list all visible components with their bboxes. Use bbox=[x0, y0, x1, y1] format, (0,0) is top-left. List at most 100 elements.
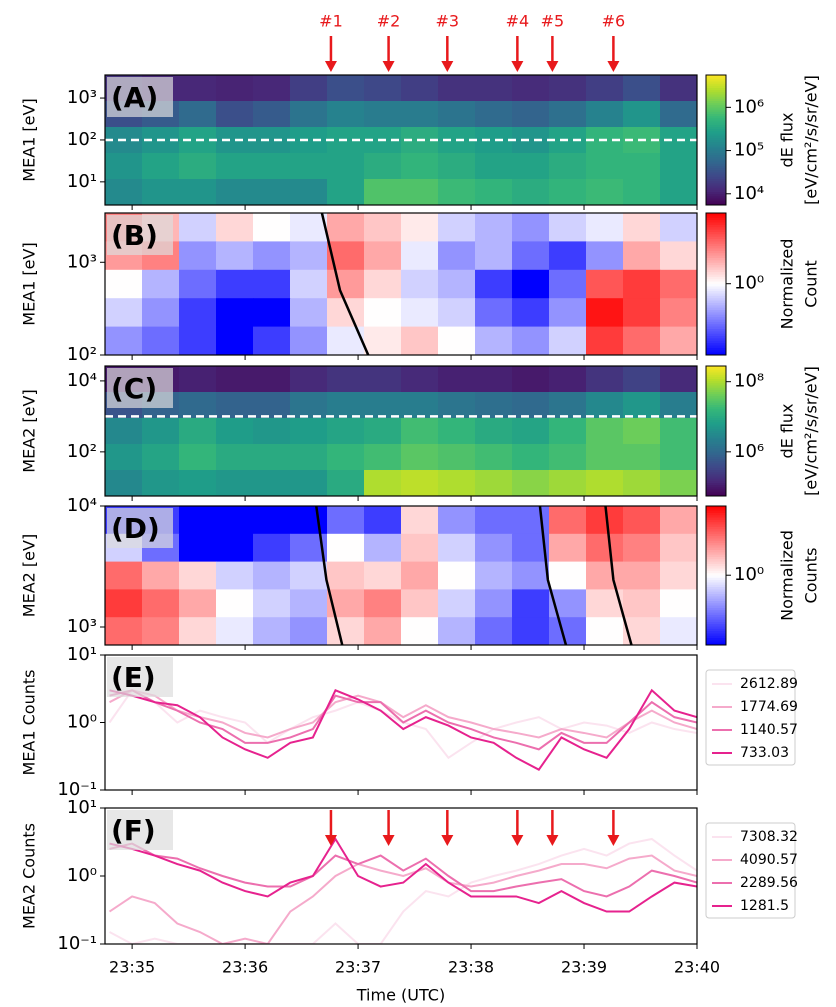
colorbar-segment bbox=[706, 411, 726, 415]
heatmap-cell bbox=[142, 179, 180, 205]
colorbar-segment bbox=[706, 109, 726, 113]
colorbar-segment bbox=[706, 374, 726, 378]
panel-label: (D) bbox=[111, 512, 160, 545]
colorbar-segment bbox=[706, 533, 726, 537]
heatmap-cell bbox=[216, 101, 254, 128]
colorbar-segment bbox=[706, 614, 726, 618]
heatmap-cell bbox=[623, 561, 661, 590]
colorbar-tick-label: 10⁵ bbox=[734, 140, 764, 161]
colorbar-segment bbox=[706, 324, 726, 328]
colorbar-segment bbox=[706, 385, 726, 389]
event-label: #1 bbox=[319, 12, 343, 31]
event-arrow-head bbox=[511, 835, 524, 846]
heatmap-cell bbox=[623, 179, 661, 205]
y-axis-label: MEA2 Counts bbox=[20, 823, 39, 929]
heatmap-cell bbox=[216, 444, 254, 471]
colorbar-segment bbox=[706, 508, 726, 512]
colorbar-segment bbox=[706, 461, 726, 464]
colorbar-segment bbox=[706, 441, 726, 445]
heatmap-cell bbox=[105, 179, 143, 205]
heatmap-cell bbox=[623, 506, 661, 535]
heatmap-cell bbox=[549, 269, 587, 299]
x-tick-label: 23:39 bbox=[561, 958, 607, 977]
heatmap-cell bbox=[623, 298, 661, 328]
heatmap-cell bbox=[549, 506, 587, 535]
heatmap-cell bbox=[216, 269, 254, 299]
heatmap-cell bbox=[401, 506, 439, 535]
heatmap-cell bbox=[142, 153, 180, 180]
colorbar-frame bbox=[705, 365, 727, 497]
heatmap-cell bbox=[623, 418, 661, 445]
colorbar-segment bbox=[706, 133, 726, 137]
heatmap-cell bbox=[660, 179, 697, 205]
legend-label: 2612.89 bbox=[740, 676, 798, 692]
colorbar-segment bbox=[706, 229, 726, 233]
heatmap-cell bbox=[623, 241, 661, 271]
colorbar-tick-label: 10⁰ bbox=[734, 564, 764, 585]
heatmap-cell bbox=[364, 418, 402, 445]
heatmap-cell bbox=[327, 179, 365, 205]
legend-label: 1774.69 bbox=[740, 699, 798, 715]
colorbar-segment bbox=[706, 265, 726, 268]
colorbar-segment bbox=[706, 153, 726, 156]
colorbar-segment bbox=[706, 580, 726, 583]
colorbar-segment bbox=[706, 343, 726, 347]
colorbar-segment bbox=[706, 293, 726, 297]
heatmap-cell bbox=[105, 326, 143, 355]
colorbar-segment bbox=[706, 424, 726, 428]
colorbar-segment bbox=[706, 543, 726, 546]
colorbar-segment bbox=[706, 402, 726, 406]
heatmap-cell bbox=[475, 392, 513, 419]
heatmap-cell bbox=[327, 533, 365, 563]
colorbar-label: [eV/cm²/s/sr/eV] bbox=[802, 75, 821, 205]
colorbar-segment bbox=[706, 155, 726, 158]
heatmap-cell bbox=[142, 269, 180, 299]
colorbar-segment bbox=[706, 554, 726, 558]
colorbar-segment bbox=[706, 517, 726, 521]
heatmap-cell bbox=[105, 418, 143, 445]
panel-label: (E) bbox=[111, 661, 156, 694]
heatmap-cell bbox=[438, 533, 476, 563]
heatmap-cell bbox=[253, 366, 291, 393]
colorbar-segment bbox=[706, 573, 726, 576]
heatmap-cell bbox=[586, 561, 624, 590]
colorbar-segment bbox=[706, 279, 726, 283]
colorbar-segment bbox=[706, 433, 726, 436]
colorbar-segment bbox=[706, 148, 726, 152]
colorbar-segment bbox=[706, 347, 726, 351]
heatmap-cell bbox=[475, 101, 513, 128]
y-tick-label: 10⁻¹ bbox=[57, 779, 97, 800]
heatmap-cell bbox=[290, 153, 328, 180]
heatmap-cell bbox=[512, 444, 550, 471]
heatmap-cell bbox=[290, 179, 328, 205]
heatmap-cell bbox=[179, 179, 217, 205]
heatmap-cell bbox=[475, 269, 513, 299]
colorbar-segment bbox=[706, 81, 726, 85]
y-tick-label: 10⁴ bbox=[67, 370, 97, 391]
heatmap-cell bbox=[549, 366, 587, 393]
colorbar-segment bbox=[706, 215, 726, 219]
heatmap-cell bbox=[179, 213, 217, 242]
event-arrow-head bbox=[607, 835, 620, 846]
heatmap-cell bbox=[475, 75, 513, 102]
series-line bbox=[109, 689, 697, 739]
heatmap-cell bbox=[179, 153, 217, 180]
heatmap-cell bbox=[253, 179, 291, 205]
heatmap-cell bbox=[623, 444, 661, 471]
heatmap-cell bbox=[438, 101, 476, 128]
heatmap-cell bbox=[216, 326, 254, 355]
colorbar-segment bbox=[706, 103, 726, 106]
colorbar-segment bbox=[706, 610, 726, 614]
colorbar-segment bbox=[706, 448, 726, 451]
heatmap-cell bbox=[438, 392, 476, 419]
colorbar-segment bbox=[706, 457, 726, 460]
heatmap-cell bbox=[512, 326, 550, 355]
heatmap-cell bbox=[401, 326, 439, 355]
colorbar-segment bbox=[706, 506, 726, 509]
heatmap-cell bbox=[105, 617, 143, 645]
heatmap-cell bbox=[438, 366, 476, 393]
heatmap-cell bbox=[179, 269, 217, 299]
colorbar-segment bbox=[706, 92, 726, 95]
heatmap-cell bbox=[216, 589, 254, 618]
heatmap-cell bbox=[438, 269, 476, 299]
